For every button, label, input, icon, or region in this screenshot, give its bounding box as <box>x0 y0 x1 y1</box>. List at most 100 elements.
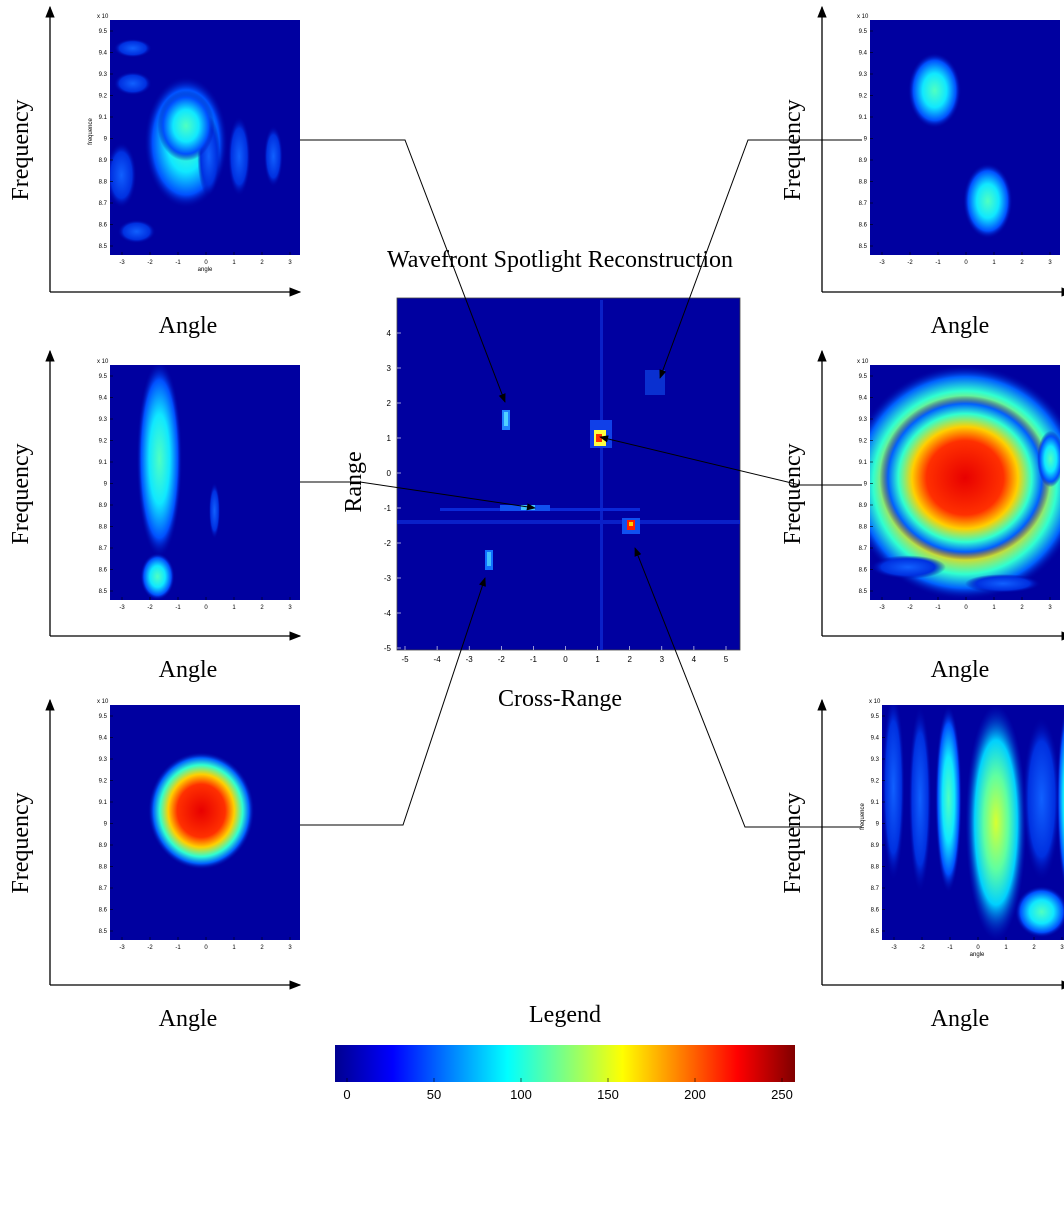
y-tick-label: 9.5 <box>99 714 108 720</box>
outer-y-label: Frequency <box>8 99 34 200</box>
y-tick-label: 9.4 <box>859 51 868 57</box>
main-title: Wavefront Spotlight Reconstruction <box>387 247 733 273</box>
x-tick-label: 1 <box>595 655 600 664</box>
y-tick-label: 9 <box>876 822 880 828</box>
outer-y-label: Frequency <box>780 792 806 893</box>
x-tick-label: -1 <box>530 655 538 664</box>
x-tick-label: -1 <box>935 260 941 266</box>
legend-tick-label: 0 <box>343 1087 350 1102</box>
x-tick-label: 1 <box>232 605 236 611</box>
y-tick-label: 9.4 <box>99 736 108 742</box>
heatmap-blob <box>908 52 962 129</box>
y-tick-label: 9 <box>104 822 108 828</box>
x-tick-label: 0 <box>563 655 568 664</box>
x-tick-label: -1 <box>175 260 181 266</box>
exponent: x 10 <box>97 699 109 705</box>
heatmap-blob <box>908 705 932 893</box>
y-tick-label: 8.6 <box>99 908 108 914</box>
panel: -3 -2 -1 0 1 2 3 9.5 9.4 9.3 9.2 9.1 9 8.9 8.8 8.7 8.6 8.… <box>780 349 1064 683</box>
y-tick-label: 9.5 <box>99 374 108 380</box>
main-plot: -5 -4 -3 -2 -1 0 1 2 3 4 5 4 3 2 1 0 -1 -2 -3 -4 -5 Wavefront… <box>341 247 741 712</box>
legend: Legend 0 50 100 150 200 250 <box>335 1002 795 1102</box>
heatmap <box>136 365 221 600</box>
outer-y-label: Frequency <box>780 443 806 544</box>
heatmap-bg <box>870 20 1060 255</box>
x-tick-label: 0 <box>976 945 980 951</box>
x-tick-label: 0 <box>964 260 968 266</box>
y-tick-label: 8.7 <box>99 546 108 552</box>
x-tick-label: -2 <box>907 605 913 611</box>
inner-x-label: angle <box>198 267 213 273</box>
x-tick-label: -1 <box>935 605 941 611</box>
exponent: x 10 <box>869 699 881 705</box>
heatmap <box>882 705 1064 940</box>
outer-y-label: Frequency <box>8 443 34 544</box>
x-tick-label: 3 <box>1060 945 1064 951</box>
heatmap-blob <box>263 125 283 187</box>
panel: -3 -2 -1 0 1 2 3 9.5 9.4 9.3 9.2 9.1 9 8.9 8.8 8.7 8.6 8.… <box>8 349 302 683</box>
heatmap-blob <box>870 555 946 579</box>
x-tick-label: 4 <box>692 655 697 664</box>
heatmap-blob <box>963 163 1013 239</box>
hot-spot <box>504 412 508 426</box>
y-tick-label: 9.4 <box>871 736 880 742</box>
x-tick-label: 0 <box>204 945 208 951</box>
connector <box>659 139 862 379</box>
y-tick-label: 8.7 <box>99 886 108 892</box>
y-tick-label: 8.9 <box>99 503 108 509</box>
y-tick-label: 9.3 <box>99 757 108 763</box>
heatmap-blob <box>882 705 905 882</box>
outer-y-label: Frequency <box>8 792 34 893</box>
heatmap-blob <box>1022 716 1061 882</box>
y-tick-label: 1 <box>387 434 392 443</box>
y-tick-label: -5 <box>384 644 392 653</box>
x-tick-label: 2 <box>260 945 264 951</box>
exponent: x 10 <box>857 14 869 20</box>
connector <box>634 547 862 828</box>
x-tick-label: -2 <box>147 945 153 951</box>
heatmap-blob <box>208 482 221 539</box>
x-tick-label: -2 <box>919 945 925 951</box>
outer-x-label: Angle <box>931 1006 990 1032</box>
heatmap <box>870 365 1060 600</box>
legend-tick-label: 100 <box>510 1087 532 1102</box>
y-tick-label: 8.8 <box>859 180 868 186</box>
x-tick-label: -2 <box>147 260 153 266</box>
y-tick-label: 9.5 <box>99 29 108 35</box>
y-tick-label: 9.1 <box>859 115 868 121</box>
connector <box>300 481 536 511</box>
x-tick-label: -5 <box>401 655 409 664</box>
x-tick-label: -3 <box>119 260 125 266</box>
y-tick-label: 9 <box>864 482 868 488</box>
inner-y-label: frequence <box>860 802 866 829</box>
y-tick-label: 9.2 <box>859 439 868 445</box>
heatmap-blob <box>965 705 1027 940</box>
inner-x-label: angle <box>970 952 985 958</box>
x-tick-label: 3 <box>288 605 292 611</box>
connector <box>599 435 862 486</box>
y-tick-label: 9.4 <box>99 51 108 57</box>
y-tick-label: -4 <box>384 609 392 618</box>
y-tick-label: 8.5 <box>859 589 868 595</box>
hot-spot <box>397 520 740 524</box>
main-image <box>396 297 741 651</box>
heatmap-blob <box>935 705 962 893</box>
legend-title: Legend <box>529 1002 601 1028</box>
y-tick-label: 8.6 <box>859 568 868 574</box>
y-tick-label: 8.5 <box>859 244 868 250</box>
x-tick-label: 3 <box>1048 260 1052 266</box>
panel: -3 -2 -1 0 1 2 3 9.5 9.4 9.3 9.2 9.1 9 8.9 8.8 8.7 8.6 8.… <box>780 5 1064 339</box>
x-tick-label: -1 <box>175 605 181 611</box>
legend-tick-label: 250 <box>771 1087 793 1102</box>
y-tick-label: 9.5 <box>859 374 868 380</box>
y-tick-label: 8.7 <box>871 886 880 892</box>
y-tick-label: 4 <box>387 329 392 338</box>
y-tick-label: 9.1 <box>99 800 108 806</box>
y-tick-label: 8.5 <box>871 929 880 935</box>
heatmap-blob <box>113 38 152 58</box>
y-tick-label: 9.3 <box>99 417 108 423</box>
heatmap <box>110 38 283 244</box>
x-tick-label: 2 <box>260 260 264 266</box>
main-x-label: Cross-Range <box>498 686 622 712</box>
panel: -3 -2 -1 0 1 2 3 9.5 9.4 9.3 9.2 9.1 9 8.9 8.8 8.7 8.6 8.… <box>8 698 302 1032</box>
